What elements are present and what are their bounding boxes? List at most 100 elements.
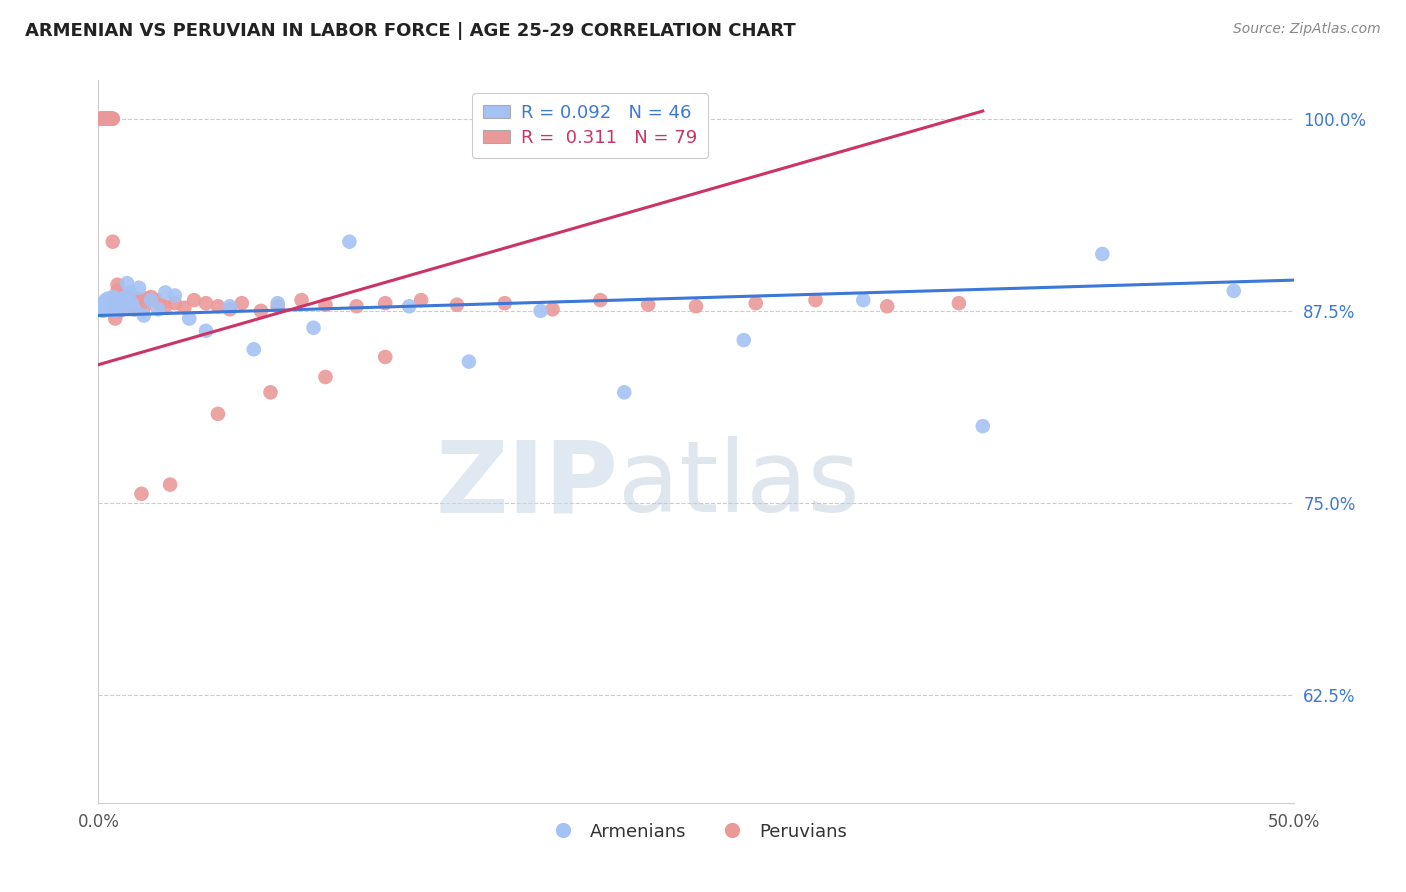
Point bbox=[98, 294, 122, 309]
Point bbox=[91, 296, 114, 310]
Point bbox=[101, 235, 124, 249]
Point bbox=[315, 298, 337, 312]
Point bbox=[219, 299, 242, 313]
Point bbox=[398, 299, 420, 313]
Point bbox=[101, 299, 124, 313]
Point bbox=[91, 112, 114, 126]
Point bbox=[121, 296, 143, 310]
Point bbox=[745, 296, 768, 310]
Point bbox=[97, 298, 120, 312]
Point bbox=[231, 296, 253, 310]
Point bbox=[115, 298, 138, 312]
Point bbox=[98, 112, 122, 126]
Point bbox=[207, 407, 229, 421]
Point bbox=[118, 285, 141, 300]
Point bbox=[104, 296, 127, 310]
Point bbox=[114, 294, 136, 309]
Point bbox=[948, 296, 970, 310]
Point bbox=[173, 301, 195, 315]
Point bbox=[91, 112, 114, 126]
Point bbox=[111, 292, 134, 306]
Point bbox=[104, 311, 127, 326]
Point bbox=[121, 294, 143, 309]
Point bbox=[128, 293, 150, 307]
Point bbox=[733, 333, 755, 347]
Point bbox=[131, 487, 153, 501]
Point bbox=[128, 281, 150, 295]
Point bbox=[111, 288, 134, 302]
Point bbox=[94, 112, 117, 126]
Point bbox=[94, 301, 117, 315]
Point bbox=[183, 293, 205, 307]
Point bbox=[195, 324, 218, 338]
Point bbox=[541, 302, 564, 317]
Point bbox=[101, 290, 124, 304]
Point bbox=[145, 293, 167, 307]
Point bbox=[91, 112, 114, 126]
Point bbox=[155, 299, 177, 313]
Point bbox=[1091, 247, 1114, 261]
Point bbox=[530, 304, 553, 318]
Point bbox=[267, 299, 290, 313]
Point bbox=[107, 299, 129, 313]
Point bbox=[131, 296, 153, 310]
Point bbox=[374, 350, 396, 364]
Point bbox=[613, 385, 636, 400]
Point bbox=[90, 299, 112, 313]
Point bbox=[159, 477, 181, 491]
Point bbox=[411, 293, 433, 307]
Point bbox=[302, 320, 325, 334]
Point bbox=[339, 235, 361, 249]
Point bbox=[446, 298, 468, 312]
Point bbox=[97, 112, 120, 126]
Point bbox=[1223, 284, 1246, 298]
Point bbox=[155, 285, 177, 300]
Point bbox=[108, 304, 131, 318]
Point bbox=[97, 112, 120, 126]
Text: Source: ZipAtlas.com: Source: ZipAtlas.com bbox=[1233, 22, 1381, 37]
Point bbox=[163, 296, 186, 310]
Point bbox=[101, 112, 124, 126]
Point bbox=[149, 298, 172, 312]
Point bbox=[98, 112, 122, 126]
Point bbox=[589, 293, 612, 307]
Point bbox=[267, 296, 290, 310]
Point bbox=[91, 112, 114, 126]
Point bbox=[637, 298, 659, 312]
Point bbox=[458, 354, 481, 368]
Point bbox=[125, 292, 148, 306]
Point bbox=[94, 112, 117, 126]
Point bbox=[98, 112, 122, 126]
Point bbox=[107, 293, 129, 307]
Point bbox=[91, 304, 114, 318]
Point bbox=[115, 276, 138, 290]
Point bbox=[97, 112, 120, 126]
Point bbox=[107, 301, 129, 315]
Point bbox=[139, 290, 162, 304]
Text: atlas: atlas bbox=[619, 436, 860, 533]
Point bbox=[124, 302, 146, 317]
Point bbox=[494, 296, 516, 310]
Point bbox=[852, 293, 875, 307]
Point bbox=[90, 112, 112, 126]
Point bbox=[259, 385, 281, 400]
Point bbox=[135, 292, 157, 306]
Point bbox=[195, 296, 218, 310]
Point bbox=[804, 293, 827, 307]
Point bbox=[97, 292, 120, 306]
Point bbox=[90, 112, 112, 126]
Point bbox=[97, 112, 120, 126]
Point bbox=[139, 293, 162, 307]
Point bbox=[94, 112, 117, 126]
Text: ARMENIAN VS PERUVIAN IN LABOR FORCE | AGE 25-29 CORRELATION CHART: ARMENIAN VS PERUVIAN IN LABOR FORCE | AG… bbox=[25, 22, 796, 40]
Point bbox=[107, 277, 129, 292]
Point bbox=[132, 301, 155, 315]
Point bbox=[111, 302, 134, 317]
Point bbox=[118, 290, 141, 304]
Point bbox=[108, 296, 131, 310]
Point bbox=[98, 112, 122, 126]
Point bbox=[107, 284, 129, 298]
Point bbox=[374, 296, 396, 310]
Point bbox=[90, 112, 112, 126]
Point bbox=[94, 112, 117, 126]
